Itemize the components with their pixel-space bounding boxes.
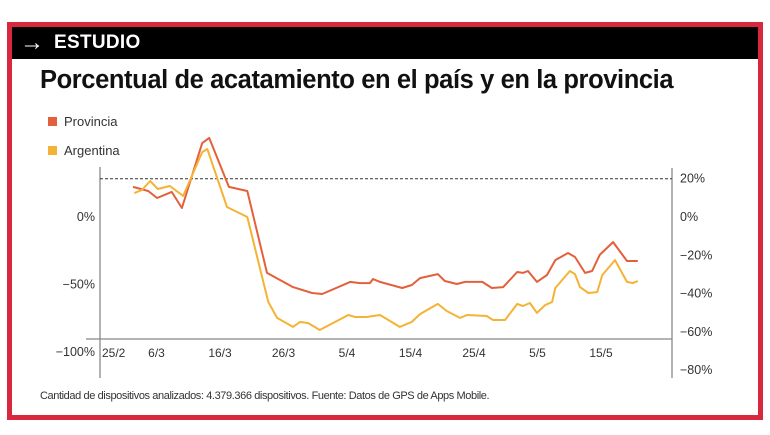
graphic-frame <box>7 22 763 420</box>
x-tick-label: 26/3 <box>272 346 296 360</box>
series-line-argentina <box>133 148 639 331</box>
legend-item-argentina: Argentina <box>48 143 120 158</box>
footnote: Cantidad de dispositivos analizados: 4.3… <box>40 390 490 402</box>
x-tick-label: 25/2 <box>102 346 126 360</box>
y-right-tick-label: −40% <box>680 287 712 301</box>
series-line-provincia <box>132 136 638 295</box>
y-left-tick-label: 0% <box>77 210 95 224</box>
y-right-tick-label: −20% <box>680 248 712 262</box>
section-tag: ESTUDIO <box>54 32 141 53</box>
y-left-tick-label: −100% <box>56 345 95 359</box>
legend-label: Provincia <box>64 114 118 129</box>
legend-item-provincia: Provincia <box>48 114 117 129</box>
legend-swatch-provincia <box>48 117 57 126</box>
x-tick-label: 25/4 <box>462 346 486 360</box>
y-right-tick-label: −60% <box>680 325 712 339</box>
x-tick-label: 16/3 <box>208 346 232 360</box>
x-tick-label: 15/4 <box>399 346 423 360</box>
legend-swatch-argentina <box>48 146 57 155</box>
x-tick-label: 6/3 <box>148 346 165 360</box>
arrow-right-icon: → <box>20 29 44 56</box>
y-right-tick-label: 0% <box>680 210 698 224</box>
section-header: → ESTUDIO <box>12 27 758 59</box>
y-right-tick-label: −80% <box>680 363 712 377</box>
x-tick-label: 5/5 <box>529 346 546 360</box>
y-left-tick-label: −50% <box>63 278 95 292</box>
chart-title: Porcentual de acatamiento en el país y e… <box>40 66 674 94</box>
legend-label: Argentina <box>64 143 120 158</box>
y-right-tick-label: 20% <box>680 172 705 186</box>
x-tick-label: 15/5 <box>589 346 613 360</box>
x-tick-label: 5/4 <box>339 346 356 360</box>
